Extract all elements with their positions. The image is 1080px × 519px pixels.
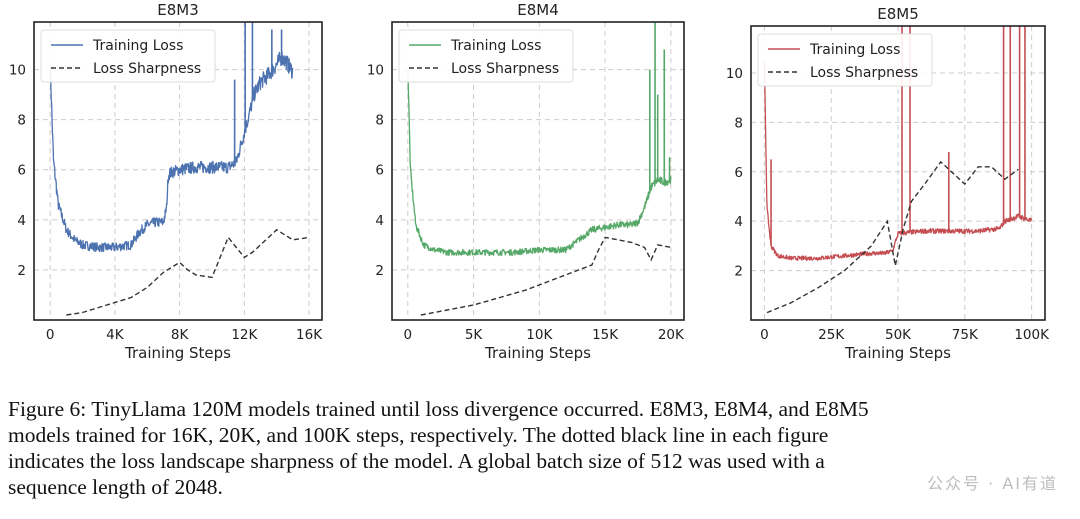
x-tick-label: 8K (171, 327, 190, 343)
loss-sharpness-line (66, 228, 310, 316)
training-loss-line (763, 60, 1033, 261)
legend-label: Training Loss (809, 42, 900, 58)
y-tick-label: 6 (734, 165, 743, 181)
y-tick-label: 8 (375, 113, 384, 129)
series-training-loss (49, 22, 294, 253)
y-tick-label: 8 (734, 115, 743, 131)
legend-label: Loss Sharpness (93, 61, 201, 77)
x-tick-label: 25K (818, 327, 845, 343)
x-tick-label: 10K (526, 327, 553, 343)
y-tick-label: 2 (734, 264, 743, 280)
watermark: 公众号 · AI有道 (927, 474, 1058, 493)
y-tick-label: 10 (9, 63, 26, 79)
x-tick-label: 0 (403, 327, 412, 343)
caption-line-4: sequence length of 2048. (8, 475, 223, 499)
x-axis-label: Training Steps (124, 344, 231, 362)
series-training-loss (407, 22, 672, 256)
figure-caption: Figure 6: TinyLlama 120M models trained … (8, 396, 1072, 500)
x-axis-label: Training Steps (484, 344, 591, 362)
x-tick-label: 12K (231, 327, 258, 343)
plot-frame (391, 21, 685, 321)
chart-title: E8M4 (517, 1, 559, 19)
x-tick-label: 4K (106, 327, 125, 343)
legend-label: Loss Sharpness (810, 65, 918, 81)
y-tick-label: 2 (17, 263, 26, 279)
legend-label: Training Loss (92, 38, 183, 54)
caption-line-1: Figure 6: TinyLlama 120M models trained … (8, 397, 869, 421)
y-tick-label: 6 (17, 163, 26, 179)
x-tick-label: 0 (46, 327, 55, 343)
y-tick-label: 4 (734, 214, 743, 230)
loss-sharpness-line (766, 160, 1019, 314)
x-tick-label: 75K (952, 327, 979, 343)
figure-panels: E8M3 0 4K 8K 12K 16K 2 4 6 8 10 Training Loss Loss S… (9, 1, 1050, 362)
x-tick-label: 20K (658, 327, 685, 343)
caption-line-3: indicates the loss landscape sharpness o… (8, 449, 825, 473)
x-axis-label: Training Steps (844, 344, 951, 362)
chart-title: E8M3 (157, 1, 199, 19)
legend-box (40, 29, 216, 83)
caption-line-2: models trained for 16K, 20K, and 100K st… (8, 423, 829, 447)
plot-frame (750, 25, 1046, 321)
x-tick-label: 5K (465, 327, 484, 343)
chart-0: E8M3 0 4K 8K 12K 16K 2 4 6 8 10 Training Loss Loss S… (9, 1, 323, 362)
chart-2: E8M5 0 25K 50K 75K 100K 2 4 6 8 10 Training Loss Los… (726, 5, 1050, 362)
legend-box (398, 29, 574, 83)
legend-label: Loss Sharpness (451, 61, 559, 77)
x-tick-label: 0 (760, 327, 769, 343)
legend: Training Loss Loss Sharpness (40, 29, 216, 83)
legend: Training Loss Loss Sharpness (398, 29, 574, 83)
y-tick-label: 4 (375, 213, 384, 229)
y-tick-label: 10 (367, 63, 384, 79)
legend-box (757, 33, 933, 87)
y-tick-label: 4 (17, 213, 26, 229)
x-tick-label: 50K (885, 327, 912, 343)
x-tick-label: 16K (296, 327, 323, 343)
legend-label: Training Loss (450, 38, 541, 54)
legend: Training Loss Loss Sharpness (757, 33, 933, 87)
chart-1: E8M4 0 5K 10K 15K 20K 2 4 6 8 10 Training Loss Loss … (367, 1, 685, 362)
y-tick-label: 2 (375, 263, 384, 279)
series-loss-sharpness (420, 236, 671, 316)
series-loss-sharpness (766, 160, 1019, 314)
y-tick-label: 10 (726, 66, 743, 82)
loss-sharpness-line (420, 236, 671, 316)
plot-frame (33, 21, 323, 321)
x-tick-label: 15K (592, 327, 619, 343)
chart-title: E8M5 (877, 5, 919, 23)
series-loss-sharpness (66, 228, 310, 316)
training-loss-line (407, 68, 672, 256)
x-tick-label: 100K (1014, 327, 1050, 343)
y-tick-label: 8 (17, 113, 26, 129)
y-tick-label: 6 (375, 163, 384, 179)
